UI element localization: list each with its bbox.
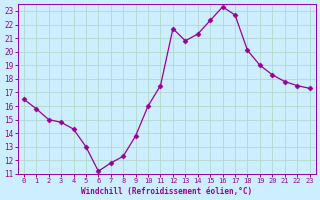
- X-axis label: Windchill (Refroidissement éolien,°C): Windchill (Refroidissement éolien,°C): [81, 187, 252, 196]
